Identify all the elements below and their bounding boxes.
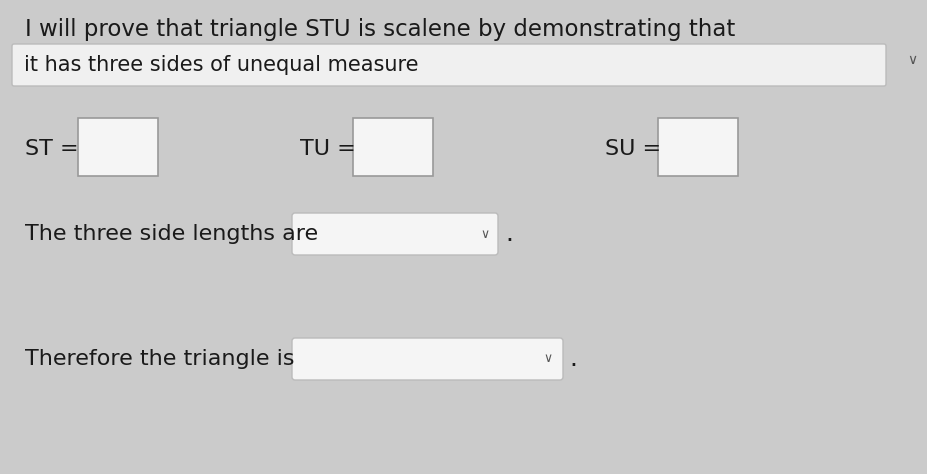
FancyBboxPatch shape <box>78 118 158 176</box>
Text: SU =: SU = <box>604 139 660 159</box>
Text: ST =: ST = <box>25 139 79 159</box>
Text: it has three sides of unequal measure: it has three sides of unequal measure <box>24 55 418 75</box>
Text: .: . <box>504 222 513 246</box>
FancyBboxPatch shape <box>292 338 563 380</box>
FancyBboxPatch shape <box>12 44 885 86</box>
Text: ∨: ∨ <box>906 53 916 67</box>
Text: ∨: ∨ <box>543 353 552 365</box>
Text: Therefore the triangle is: Therefore the triangle is <box>25 349 294 369</box>
FancyBboxPatch shape <box>352 118 433 176</box>
Text: TU =: TU = <box>299 139 355 159</box>
Text: ∨: ∨ <box>480 228 489 240</box>
Text: The three side lengths are: The three side lengths are <box>25 224 318 244</box>
Text: I will prove that triangle STU is scalene by demonstrating that: I will prove that triangle STU is scalen… <box>25 18 734 40</box>
Text: .: . <box>568 347 577 371</box>
FancyBboxPatch shape <box>657 118 737 176</box>
FancyBboxPatch shape <box>292 213 498 255</box>
